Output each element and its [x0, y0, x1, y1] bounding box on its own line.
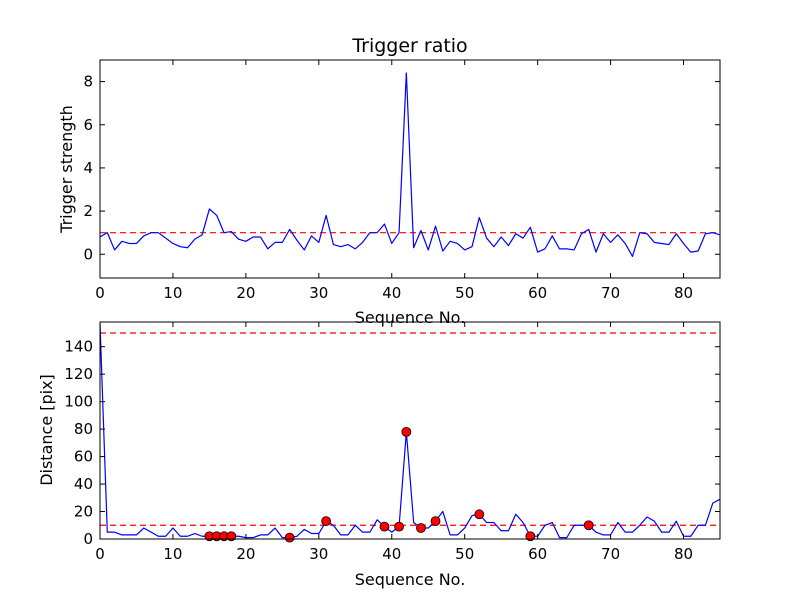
distance-chart-x-tick-label: 70 [601, 545, 620, 563]
distance-chart-x-ticks: 0 10 20 30 40 50 60 70 80 [95, 322, 693, 563]
distance-chart-marker-point [394, 521, 404, 532]
distance-chart-y-tick-label: 40 [74, 475, 93, 493]
distance-chart-markers [204, 426, 594, 543]
trigger-chart-y-label: Trigger strength [57, 105, 76, 234]
distance-chart-x-tick-label: 80 [674, 545, 693, 563]
trigger-chart-plot [100, 72, 720, 258]
distance-chart-y-tick-label: 140 [64, 338, 93, 356]
trigger-chart-x-ticks: 0 10 20 30 40 50 60 70 80 [95, 60, 693, 302]
trigger-chart-x-tick-label: 0 [95, 284, 105, 302]
distance-chart-y-tick-label: 120 [64, 365, 93, 383]
distance-chart-marker-point [583, 520, 594, 531]
trigger-chart-y-tick-label: 8 [83, 73, 93, 91]
distance-chart-x-tick-label: 30 [309, 545, 328, 563]
distance-chart-y-ticks: 0 20 40 60 80 100 120 140 [64, 338, 720, 548]
trigger-chart-frame [99, 59, 721, 279]
distance-chart-y-tick-label: 80 [74, 420, 93, 438]
distance-chart-x-label: Sequence No. [355, 570, 466, 589]
trigger-chart-y-tick-label: 0 [83, 245, 93, 263]
trigger-chart-plot-area [100, 72, 720, 258]
trigger-chart-series-line-0 [100, 72, 720, 258]
distance-chart-x-tick-label: 50 [455, 545, 474, 563]
trigger-chart-y-ticks: 0 2 4 6 8 [83, 73, 720, 263]
distance-chart-marker-point [321, 516, 332, 527]
distance-chart-marker-point [474, 509, 485, 520]
distance-chart-frame [99, 321, 721, 540]
trigger-chart-y-tick-label: 2 [83, 202, 93, 220]
distance-chart-x-tick-label: 0 [95, 545, 105, 563]
trigger-chart-y-tick-label: 4 [83, 159, 93, 177]
distance-chart-x-tick-label: 40 [382, 545, 401, 563]
distance-chart-x-tick-label: 20 [236, 545, 255, 563]
distance-chart-y-tick-label: 20 [74, 503, 93, 521]
trigger-chart-x-tick-label: 70 [601, 284, 620, 302]
distance-chart-y-tick-label: 100 [64, 393, 93, 411]
distance-chart-marker-point [401, 426, 412, 437]
distance-chart-marker-point [284, 532, 295, 543]
distance-chart-series-line-0 [100, 323, 720, 539]
trigger-chart-x-tick-label: 80 [674, 284, 693, 302]
trigger-chart-y-tick-label: 6 [83, 116, 93, 134]
trigger-chart-x-tick-label: 10 [163, 284, 182, 302]
trigger-chart-x-tick-label: 60 [528, 284, 547, 302]
distance-chart-y-tick-label: 0 [83, 530, 93, 548]
distance-chart-plot-area [100, 323, 720, 539]
distance-chart-y-label: Distance [pix] [37, 374, 56, 486]
trigger-chart-x-tick-label: 50 [455, 284, 474, 302]
distance-chart-x-tick-label: 10 [163, 545, 182, 563]
trigger-chart-x-tick-label: 40 [382, 284, 401, 302]
distance-chart-y-tick-label: 60 [74, 448, 93, 466]
distance-chart: 0 10 20 30 40 50 60 70 80 0 20 40 60 80 100 120 140 Seq… [37, 321, 721, 589]
distance-chart-x-tick-label: 60 [528, 545, 547, 563]
distance-chart-marker-point [379, 521, 390, 532]
distance-chart-marker-point [430, 516, 441, 527]
trigger-chart-x-label: Sequence No. [355, 308, 466, 327]
trigger-chart-x-tick-label: 30 [309, 284, 328, 302]
distance-chart-plot [100, 323, 720, 543]
trigger-chart-title: Trigger ratio [351, 35, 467, 57]
trigger-chart-x-tick-label: 20 [236, 284, 255, 302]
distance-chart-marker-point [416, 523, 426, 533]
